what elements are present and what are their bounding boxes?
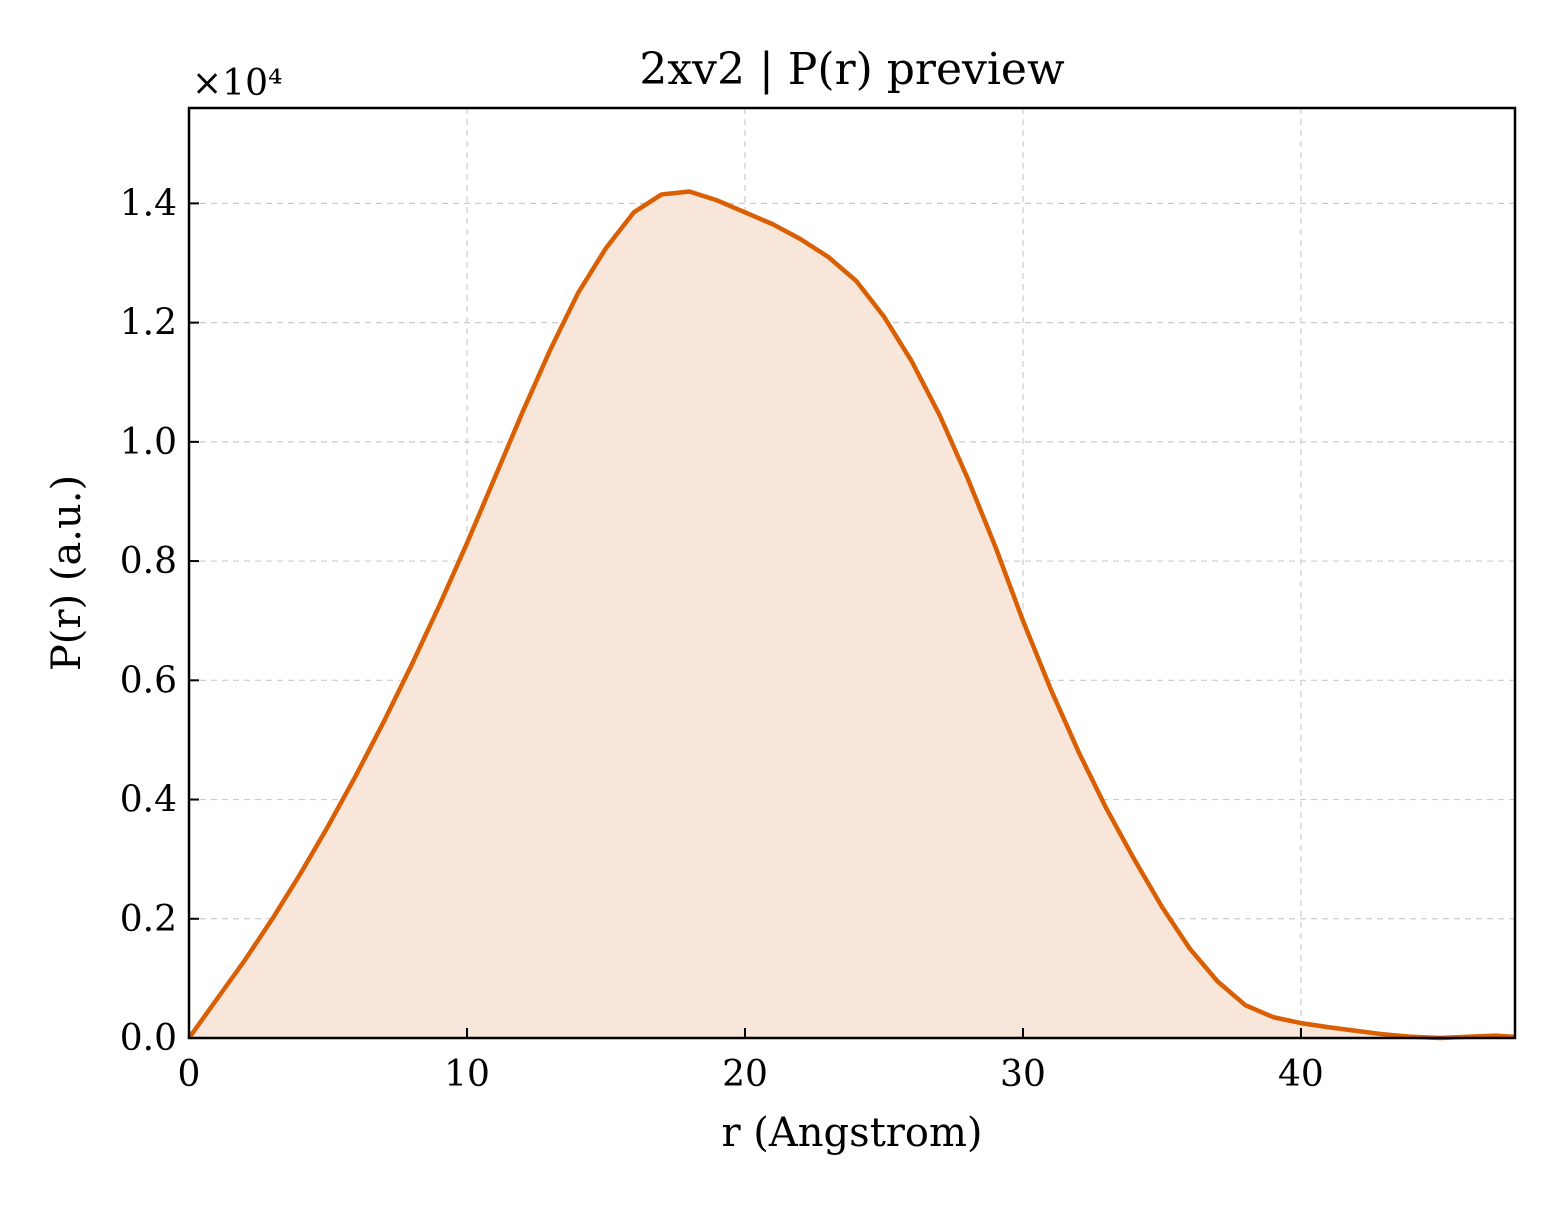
- pr-area-fill: [189, 191, 1515, 1038]
- y-tick-label: 1.4: [120, 183, 177, 224]
- chart-title: 2xv2 | P(r) preview: [639, 44, 1065, 95]
- x-tick-label: 10: [444, 1054, 490, 1095]
- y-tick-label: 0.8: [120, 541, 177, 582]
- y-tick-label: 0.2: [120, 899, 177, 940]
- x-tick-label: 30: [1000, 1054, 1046, 1095]
- y-tick-label: 1.2: [120, 303, 177, 344]
- y-tick-label: 0.0: [120, 1018, 177, 1059]
- plot-frame: [187, 106, 1517, 1040]
- x-tick-label: 40: [1278, 1054, 1324, 1095]
- x-tick-label: 20: [722, 1054, 768, 1095]
- y-tick-label: 0.6: [120, 660, 177, 701]
- y-tick-label: 1.0: [120, 422, 177, 463]
- y-tick-label: 0.4: [120, 780, 177, 821]
- pr-series-line: [187, 189, 1516, 1041]
- tick-layer: 0 10 20 30 40 0.0 0.2 0.4 0.6 0.8 1.0 1.2 1.4: [120, 183, 1324, 1095]
- y-axis-label: P(r) (a.u.): [44, 475, 90, 671]
- x-axis-label: r (Angstrom): [721, 1110, 982, 1156]
- y-axis-multiplier: ×10⁴: [192, 63, 282, 104]
- x-tick-label: 0: [178, 1054, 201, 1095]
